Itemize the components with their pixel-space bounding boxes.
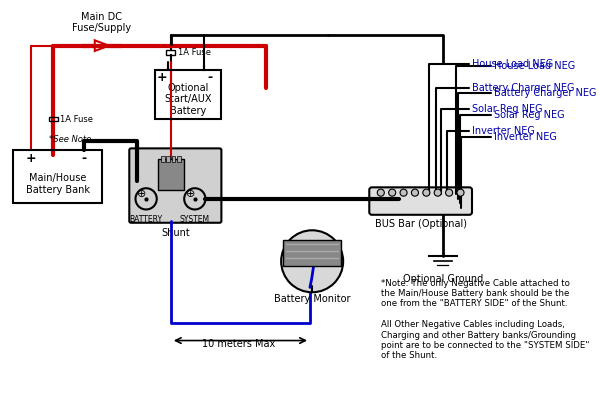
Bar: [13, 150, 102, 203]
Circle shape: [412, 189, 418, 196]
Circle shape: [423, 189, 430, 196]
Text: Inverter NEG: Inverter NEG: [494, 132, 557, 142]
Text: House Load NEG: House Load NEG: [472, 59, 553, 69]
Text: 1A Fuse: 1A Fuse: [60, 115, 93, 124]
Circle shape: [446, 189, 452, 196]
Text: Optional
Start/AUX
Battery: Optional Start/AUX Battery: [164, 83, 212, 116]
Text: Optional Ground: Optional Ground: [403, 274, 483, 284]
Circle shape: [457, 189, 464, 196]
Text: *See Note: *See Note: [49, 135, 91, 144]
Circle shape: [377, 189, 385, 196]
Text: 1A Fuse: 1A Fuse: [178, 48, 211, 57]
Text: ⊕: ⊕: [137, 190, 146, 199]
FancyBboxPatch shape: [369, 187, 472, 215]
Text: Inverter NEG: Inverter NEG: [472, 126, 535, 135]
Text: -: -: [82, 152, 86, 166]
Text: Battery Charger NEG: Battery Charger NEG: [494, 88, 596, 98]
Bar: [172, 156, 175, 162]
Text: SYSTEM: SYSTEM: [180, 215, 210, 224]
Text: ⊕: ⊕: [186, 190, 195, 199]
Circle shape: [400, 189, 407, 196]
Bar: [177, 156, 181, 162]
Bar: [283, 240, 341, 266]
Text: +: +: [157, 71, 167, 84]
Circle shape: [389, 189, 396, 196]
Bar: [158, 159, 184, 190]
Text: House Load NEG: House Load NEG: [494, 61, 575, 71]
Text: Battery Monitor: Battery Monitor: [274, 295, 350, 305]
Text: Solar Reg NEG: Solar Reg NEG: [494, 110, 565, 120]
Text: Main/House
Battery Bank: Main/House Battery Bank: [26, 173, 89, 195]
FancyBboxPatch shape: [129, 149, 221, 223]
Text: BATTERY: BATTERY: [130, 215, 163, 224]
Text: BUS Bar (Optional): BUS Bar (Optional): [374, 219, 467, 229]
Text: Battery Charger NEG: Battery Charger NEG: [472, 83, 575, 93]
Bar: [155, 70, 221, 119]
Bar: [49, 117, 58, 121]
Circle shape: [281, 230, 343, 292]
Text: Shunt: Shunt: [161, 228, 190, 238]
Bar: [166, 50, 175, 55]
Bar: [166, 156, 170, 162]
Text: Main DC
Fuse/Supply: Main DC Fuse/Supply: [72, 11, 131, 33]
Text: -: -: [208, 71, 212, 84]
Text: *Note: The only Negative Cable attached to
the Main/House Battery bank should be: *Note: The only Negative Cable attached …: [381, 278, 589, 360]
Text: Solar Reg NEG: Solar Reg NEG: [472, 103, 542, 113]
Text: +: +: [26, 152, 37, 166]
Circle shape: [434, 189, 441, 196]
Text: 10 meters Max: 10 meters Max: [202, 339, 276, 350]
Bar: [161, 156, 165, 162]
